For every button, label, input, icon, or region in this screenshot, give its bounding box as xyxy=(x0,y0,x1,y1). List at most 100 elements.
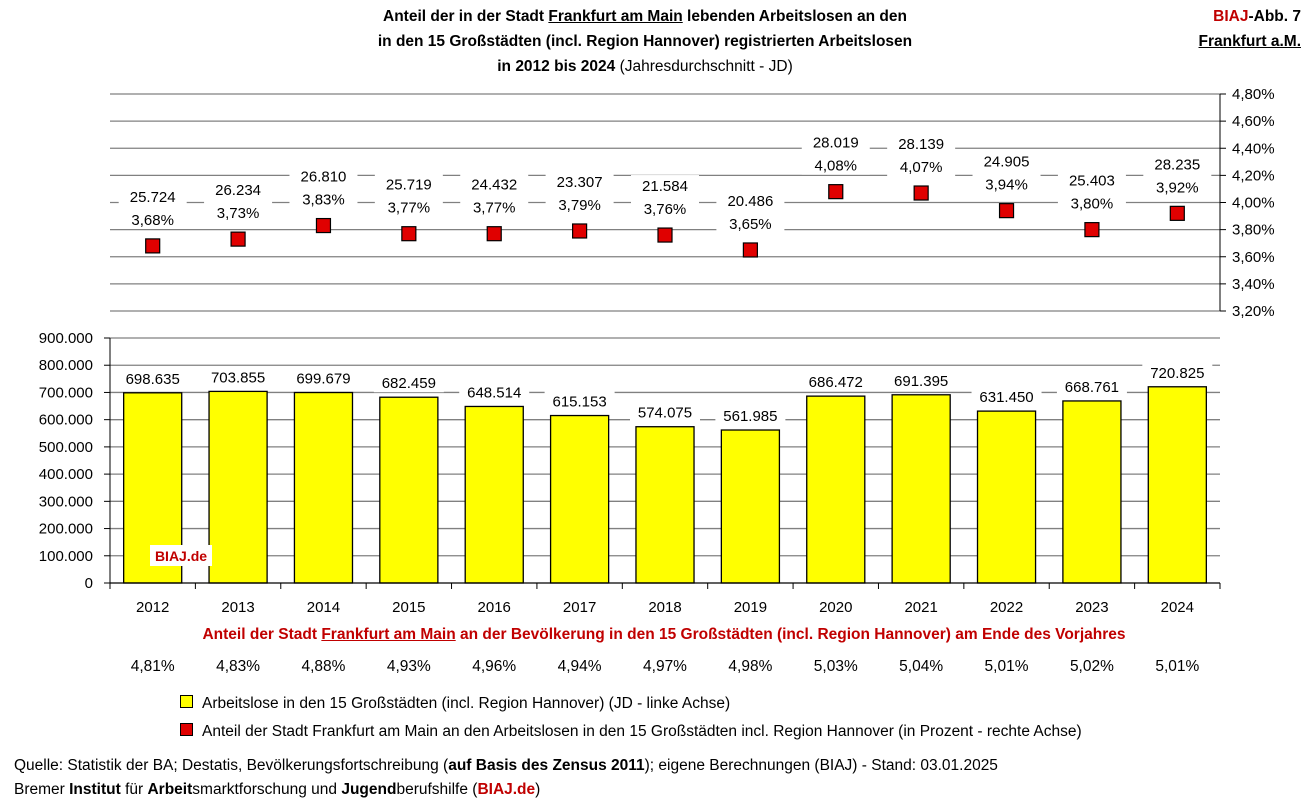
population-share-value: 4,97% xyxy=(643,658,687,675)
chart-title: Anteil der in der Stadt Frankfurt am Mai… xyxy=(300,4,990,79)
population-share-value: 5,03% xyxy=(814,658,858,675)
marker-label-bg xyxy=(716,189,785,233)
left-axis-tick-label: 300.000 xyxy=(39,493,93,510)
bar-series xyxy=(123,386,1207,584)
figure-label-number: -Abb. 7 xyxy=(1248,8,1301,25)
bar xyxy=(635,426,695,584)
bar xyxy=(549,414,610,584)
marker-label-bg xyxy=(1057,169,1126,213)
marker-pct-label: 3,79% xyxy=(558,197,601,214)
bar-value-label: 691.395 xyxy=(894,373,948,390)
marker-label-bg xyxy=(374,173,443,217)
institute-link: BIAJ.de xyxy=(477,781,536,798)
population-subtitle-b: an der Bevölkerung in den 15 Großstädten… xyxy=(455,626,1126,643)
bar-label-bg xyxy=(630,401,700,422)
watermark-text: BIAJ.de xyxy=(155,548,207,564)
marker-count-label: 26.810 xyxy=(301,169,347,186)
marker-label-bg xyxy=(631,175,699,219)
bar-label-bg xyxy=(544,390,615,411)
x-axis-tick-label: 2018 xyxy=(648,599,681,616)
chart-canvas: 3,20% 3,40% 3,60% 3,80% 4,00% 4,20% 4,40% 4,60%… xyxy=(39,86,1275,616)
bar-label-bg xyxy=(288,367,359,388)
right-axis-tick-label: 3,20% xyxy=(1232,303,1275,320)
marker xyxy=(145,238,161,254)
source-part: Quelle: Statistik der BA; Destatis, Bevö… xyxy=(14,757,449,774)
legend-swatch-markers xyxy=(180,723,193,737)
bar-label-bg xyxy=(1142,361,1213,382)
marker-pct-label: 3,80% xyxy=(1071,196,1114,213)
bar xyxy=(720,429,781,584)
marker-count-label: 20.486 xyxy=(727,193,773,210)
bar xyxy=(806,395,866,584)
marker-label-bg xyxy=(118,185,187,229)
marker-label-bg xyxy=(545,170,614,214)
population-share-value: 4,94% xyxy=(558,658,602,675)
bar-value-label: 698.635 xyxy=(126,371,180,388)
marker-label-bg xyxy=(972,150,1041,194)
marker-count-label: 25.724 xyxy=(130,189,176,206)
left-axis-tick-label: 100.000 xyxy=(39,548,93,565)
bar-label-bg xyxy=(203,366,274,387)
left-axis-tick-label: 200.000 xyxy=(39,521,93,538)
left-axis-tick-label: 800.000 xyxy=(39,357,93,374)
marker xyxy=(1169,205,1185,221)
marker-label-bg xyxy=(204,179,273,223)
x-axis-tick-label: 2023 xyxy=(1075,599,1108,616)
marker xyxy=(913,185,929,201)
marker xyxy=(572,223,588,239)
population-share-value: 4,93% xyxy=(387,658,431,675)
marker xyxy=(401,226,417,242)
marker-pct-label: 3,83% xyxy=(302,192,345,209)
bar-value-label: 631.450 xyxy=(979,389,1033,406)
left-axis-tick-label: 500.000 xyxy=(39,439,93,456)
bar-value-label: 720.825 xyxy=(1150,365,1204,382)
marker-pct-label: 3,92% xyxy=(1156,179,1199,196)
marker xyxy=(315,217,332,234)
bar-label-bg xyxy=(1056,375,1127,396)
population-share-value: 4,81% xyxy=(131,658,175,675)
marker-pct-label: 3,65% xyxy=(729,216,772,233)
bar-value-label: 574.075 xyxy=(638,405,692,422)
title-line1-end: lebenden Arbeitslosen an den xyxy=(682,8,907,25)
bar-label-bg xyxy=(459,381,530,402)
figure-label-city: Frankfurt a.M. xyxy=(1198,33,1301,50)
marker-pct-label: 3,76% xyxy=(644,201,687,218)
population-share-value: 5,01% xyxy=(1155,658,1199,675)
bar-label-bg xyxy=(971,386,1042,407)
population-share-value: 4,83% xyxy=(216,658,260,675)
marker-count-label: 28.139 xyxy=(898,136,944,153)
marker-count-label: 25.403 xyxy=(1069,173,1115,190)
population-share-value: 5,02% xyxy=(1070,658,1114,675)
institute-line: Bremer Institut für Arbeitsmarktforschun… xyxy=(14,780,540,800)
title-line3: in 2012 bis 2024 xyxy=(497,58,616,75)
marker xyxy=(230,231,246,247)
left-axis-tick-label: 700.000 xyxy=(39,384,93,401)
right-axis-tick-label: 3,40% xyxy=(1232,276,1275,293)
source-line: Quelle: Statistik der BA; Destatis, Bevö… xyxy=(14,756,998,776)
marker-label-bg xyxy=(887,133,956,177)
axes: 3,20% 3,40% 3,60% 3,80% 4,00% 4,20% 4,40% 4,60%… xyxy=(39,86,1275,616)
bar-value-label: 615.153 xyxy=(552,394,606,411)
bar-value-label: 699.679 xyxy=(296,371,350,388)
marker xyxy=(742,242,758,258)
x-axis-tick-label: 2021 xyxy=(904,599,937,616)
population-share-value: 4,96% xyxy=(472,658,516,675)
institute-part: smarktforschung und xyxy=(192,781,342,798)
marker-pct-label: 3,94% xyxy=(985,177,1028,194)
right-axis-tick-label: 3,60% xyxy=(1232,249,1275,266)
population-share-value: 5,04% xyxy=(899,658,943,675)
marker-label-bg xyxy=(801,131,870,175)
right-axis-tick-label: 4,80% xyxy=(1232,86,1275,103)
marker-pct-label: 3,73% xyxy=(217,205,260,222)
population-share-row: 4,81% 4,83% 4,88% 4,93% 4,96% 4,94% 4,97% 4,98%… xyxy=(131,658,1200,675)
institute-part-bold: Institut xyxy=(69,781,121,798)
bar-label-bg xyxy=(800,371,871,392)
institute-part-bold: Jugend xyxy=(341,781,397,798)
marker xyxy=(657,227,673,243)
marker-label-bg xyxy=(460,173,529,217)
institute-part: berufshilfe ( xyxy=(396,781,478,798)
marker-count-label: 24.905 xyxy=(984,154,1030,171)
title-line1-part: Anteil der in der Stadt xyxy=(383,8,549,25)
right-axis-tick-label: 4,00% xyxy=(1232,195,1275,212)
left-axis-tick-label: 0 xyxy=(85,575,93,592)
